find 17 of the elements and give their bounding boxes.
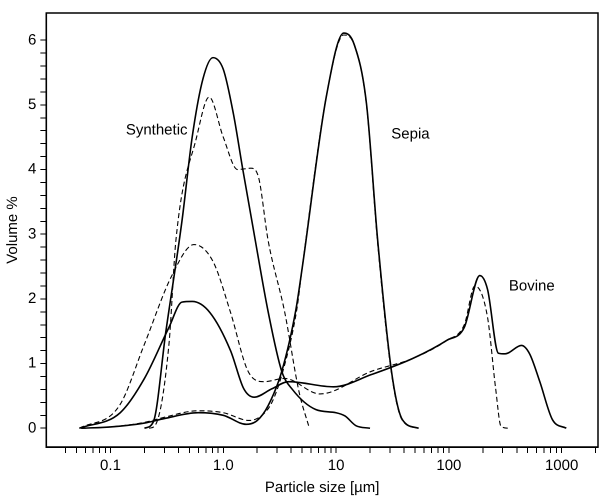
- x-tick-label: 10: [328, 457, 344, 474]
- x-tick-label: 0.1: [100, 457, 121, 474]
- annotation: Sepia: [391, 126, 430, 143]
- y-axis-title: Volume %: [4, 196, 22, 264]
- y-tick-label: 4: [28, 160, 36, 178]
- annotation: Synthetic: [126, 121, 188, 138]
- y-tick-label: 6: [28, 31, 36, 48]
- y-tick-label: 5: [28, 96, 36, 113]
- x-axis-title: Particle size [µm]: [264, 479, 380, 496]
- y-tick-label: 1: [28, 354, 36, 372]
- y-tick-label: 2: [28, 290, 36, 308]
- y-tick-label: 0: [28, 419, 36, 436]
- x-tick-label: 1000: [544, 457, 578, 474]
- x-tick-label: 1.0: [212, 457, 234, 474]
- annotation: Bovine: [508, 278, 555, 295]
- y-tick-label: 3: [28, 225, 36, 242]
- x-tick-label: 100: [436, 457, 462, 474]
